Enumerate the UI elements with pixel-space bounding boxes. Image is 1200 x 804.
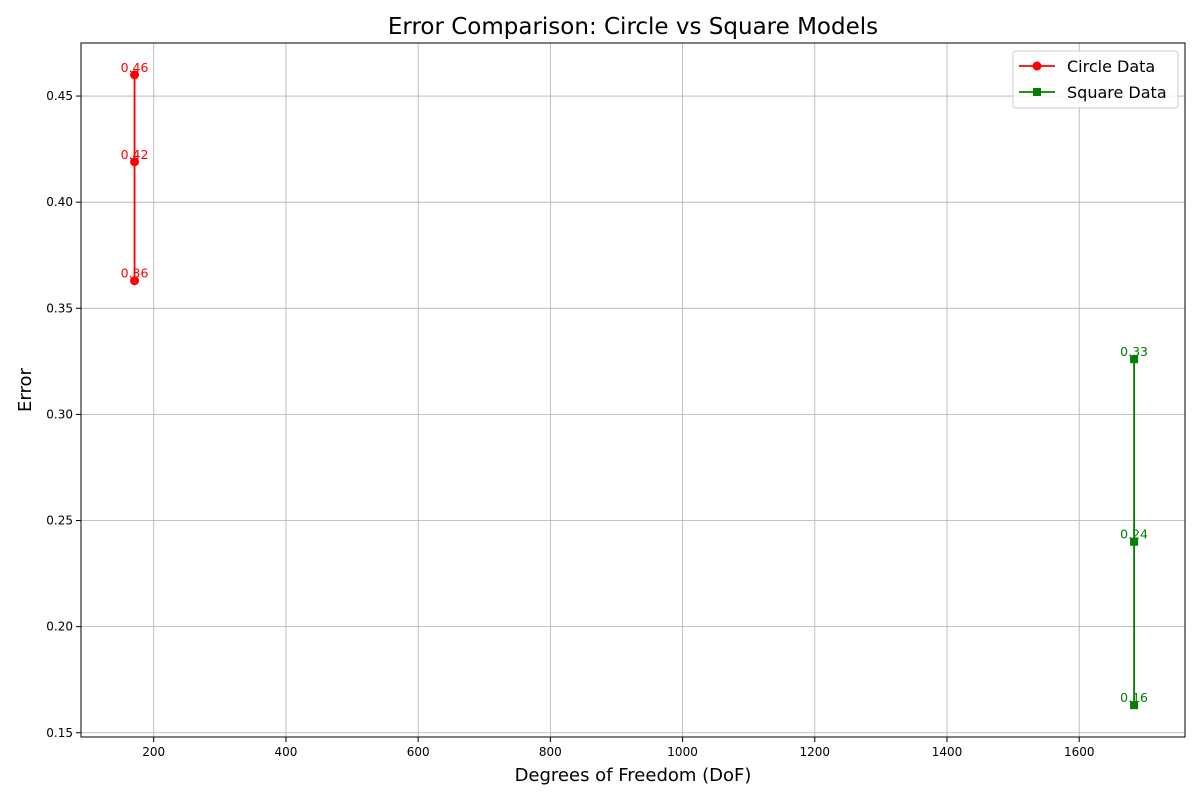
data-label: 0.46 (121, 60, 149, 75)
y-tick-label: 0.45 (46, 89, 73, 103)
data-point-circle (130, 70, 140, 80)
data-label: 0.33 (1120, 344, 1148, 359)
data-point-square (1130, 537, 1139, 546)
data-point-circle (130, 157, 140, 167)
y-tick-label: 0.25 (46, 514, 73, 528)
x-tick-label: 200 (142, 745, 165, 759)
y-tick-label: 0.40 (46, 195, 73, 209)
x-tick-label: 1400 (932, 745, 963, 759)
x-tick-label: 1000 (667, 745, 698, 759)
legend: Circle Data Square Data (1012, 50, 1179, 109)
grid-lines (81, 43, 1185, 737)
x-tick-label: 400 (274, 745, 297, 759)
legend-marker-circle (1032, 61, 1042, 71)
data-point-square (1130, 701, 1139, 710)
x-tick-label: 1200 (800, 745, 831, 759)
x-tick-label: 1600 (1064, 745, 1095, 759)
data-label: 0.42 (121, 147, 149, 162)
data-point-circle (130, 276, 140, 286)
legend-label: Square Data (1067, 83, 1167, 102)
x-tick-label: 800 (539, 745, 562, 759)
chart-title: Error Comparison: Circle vs Square Model… (388, 14, 878, 40)
data-point-square (1130, 355, 1139, 364)
data-label: 0.24 (1120, 527, 1148, 542)
y-tick-label: 0.35 (46, 301, 73, 315)
legend-label: Circle Data (1067, 57, 1155, 76)
y-axis-label: Error (15, 367, 36, 411)
data-label: 0.16 (1120, 690, 1148, 705)
x-axis-label: Degrees of Freedom (DoF) (515, 765, 752, 786)
y-tick-label: 0.20 (46, 620, 73, 634)
y-tick-label: 0.15 (46, 726, 73, 740)
y-tick-label: 0.30 (46, 407, 73, 421)
plot-area-frame (80, 42, 1186, 738)
data-label: 0.36 (121, 266, 149, 281)
axis-ticks: 200 400 600 800 1000 1200 1400 1600 0.15 0.20 0.25… (46, 89, 1094, 759)
legend-marker-square (1033, 88, 1041, 96)
series-layer (130, 70, 1139, 710)
data-labels: 0.46 0.42 0.36 0.33 0.24 0.16 (121, 60, 1148, 705)
x-tick-label: 600 (407, 745, 430, 759)
